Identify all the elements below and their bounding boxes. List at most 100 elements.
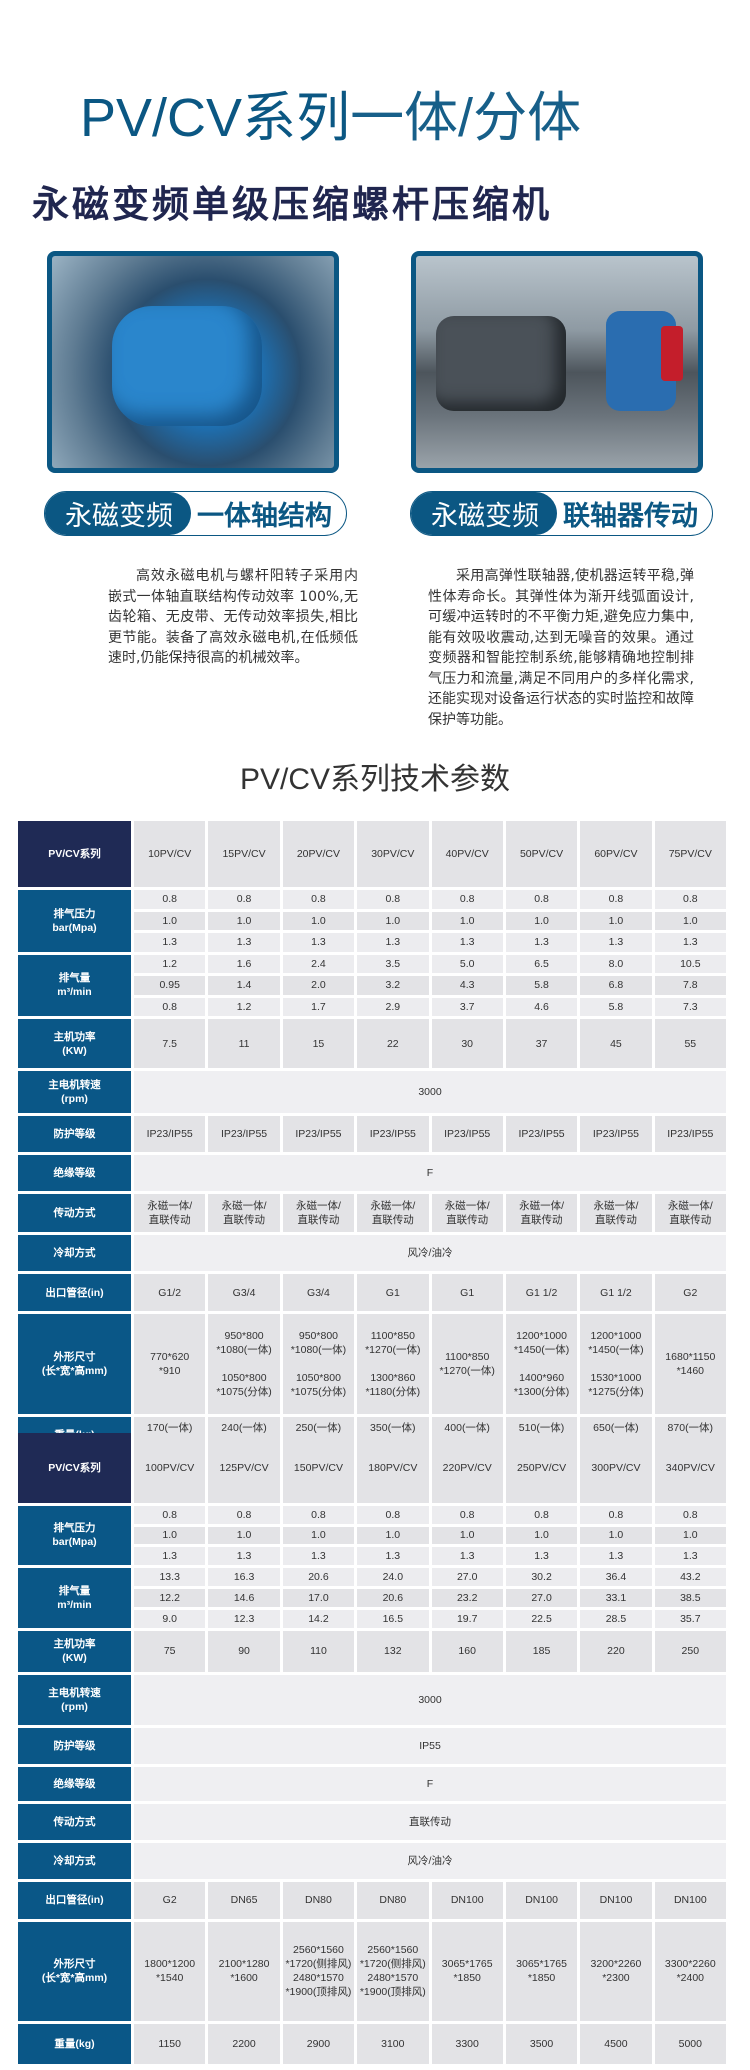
spec-cell: 3300*2260 *2400 — [654, 1921, 726, 2021]
spec-cell: 13.3 — [134, 1567, 206, 1586]
table-row: 重量(kg) 1150 2200 2900 3100 3300 3500 4500 5000 — [18, 2023, 726, 2064]
row-label: 出口管径(in) — [18, 1274, 131, 1311]
spec-cell: 1.0 — [654, 911, 726, 930]
spec-cell: 160 — [431, 1630, 503, 1672]
row-label: 排气压力 bar(Mpa) — [18, 1506, 131, 1565]
spec-cell: 1800*1200 *1540 — [134, 1921, 206, 2021]
spec-table-large-models: PV/CV系列 100PV/CV 125PV/CV 150PV/CV 180PV/CV 2… — [15, 1430, 729, 2067]
spec-cell: 0.8 — [505, 890, 578, 909]
spec-cell: 8.0 — [580, 954, 652, 973]
spec-cell: 2560*1560 *1720(侧排风) 2480*1570 *1900(顶排风… — [357, 1921, 429, 2021]
spec-cell: 0.8 — [208, 1506, 280, 1524]
table-row: 0.8 1.2 1.7 2.9 3.7 4.6 5.8 7.3 — [18, 997, 726, 1016]
spec-cell: 5.8 — [580, 997, 652, 1016]
spec-cell: 3100 — [357, 2023, 429, 2064]
spec-cell: 2900 — [282, 2023, 355, 2064]
spec-cell-merged: 风冷/油冷 — [134, 1842, 726, 1879]
spec-cell: 1.0 — [282, 911, 355, 930]
spec-cell: 永磁一体/ 直联传动 — [580, 1194, 652, 1232]
model-header: 30PV/CV — [357, 821, 429, 887]
spec-cell: 0.8 — [134, 997, 206, 1016]
spec-cell: 2.0 — [282, 976, 355, 995]
spec-cell: 3065*1765 *1850 — [505, 1921, 578, 2021]
spec-cell: 3.7 — [431, 997, 503, 1016]
spec-cell: 220 — [580, 1630, 652, 1672]
model-header: 75PV/CV — [654, 821, 726, 887]
spec-cell: 1.6 — [208, 954, 280, 973]
table-row: 1.3 1.3 1.3 1.3 1.3 1.3 1.3 1.3 — [18, 1547, 726, 1565]
spec-cell: 43.2 — [654, 1567, 726, 1586]
spec-cell: 3.2 — [357, 976, 429, 995]
spec-cell: 110 — [282, 1630, 355, 1672]
spec-cell: 33.1 — [580, 1588, 652, 1607]
spec-cell: DN65 — [208, 1881, 280, 1919]
spec-cell: 永磁一体/ 直联传动 — [134, 1194, 206, 1232]
spec-cell: 7.8 — [654, 976, 726, 995]
spec-cell: 6.8 — [580, 976, 652, 995]
feature-label-integrated-shaft: 永磁变频 一体轴结构 — [44, 491, 347, 536]
spec-cell: 永磁一体/ 直联传动 — [505, 1194, 578, 1232]
spec-cell: 1200*1000 *1450(一体) 1530*1000 *1275(分体) — [580, 1314, 652, 1414]
spec-cell: IP23/IP55 — [654, 1116, 726, 1152]
spec-cell: 1.0 — [580, 1526, 652, 1544]
model-header: 10PV/CV — [134, 821, 206, 887]
spec-cell: 1.3 — [134, 1547, 206, 1565]
spec-cell: 16.5 — [357, 1609, 429, 1628]
row-label: 外形尺寸 (长*宽*高mm) — [18, 1921, 131, 2021]
spec-cell-merged: 风冷/油冷 — [134, 1235, 726, 1271]
spec-cell: 0.8 — [357, 1506, 429, 1524]
spec-cell: 27.0 — [431, 1567, 503, 1586]
spec-cell: 0.8 — [580, 890, 652, 909]
spec-cell: 1.3 — [654, 933, 726, 952]
spec-cell: 24.0 — [357, 1567, 429, 1586]
spec-cell: 0.8 — [282, 890, 355, 909]
spec-cell: 38.5 — [654, 1588, 726, 1607]
row-label: 重量(kg) — [18, 2023, 131, 2064]
spec-cell: G2 — [134, 1881, 206, 1919]
row-label: 排气量 m³/min — [18, 1567, 131, 1628]
spec-cell-merged: 直联传动 — [134, 1803, 726, 1840]
spec-cell: 1150 — [134, 2023, 206, 2064]
model-header: 40PV/CV — [431, 821, 503, 887]
row-label: 冷却方式 — [18, 1235, 131, 1271]
row-label: 排气压力 bar(Mpa) — [18, 890, 131, 952]
model-header: 125PV/CV — [208, 1433, 280, 1503]
spec-cell: 45 — [580, 1019, 652, 1068]
spec-cell: 1.0 — [505, 911, 578, 930]
spec-cell: 35.7 — [654, 1609, 726, 1628]
spec-cell: 16.3 — [208, 1567, 280, 1586]
spec-cell: 0.95 — [134, 976, 206, 995]
row-label: 出口管径(in) — [18, 1881, 131, 1919]
spec-cell: 1.3 — [505, 933, 578, 952]
table-row: 外形尺寸 (长*宽*高mm) 770*620 *910 950*800 *1080(… — [18, 1314, 726, 1414]
spec-cell: 1.3 — [208, 1547, 280, 1565]
spec-cell: 1.0 — [357, 1526, 429, 1544]
table-row: 绝缘等级 F — [18, 1155, 726, 1191]
spec-cell: 1100*850 *1270(一体) — [431, 1314, 503, 1414]
row-label: 主机功率 (KW) — [18, 1630, 131, 1672]
spec-cell: IP23/IP55 — [505, 1116, 578, 1152]
spec-cell: IP23/IP55 — [431, 1116, 503, 1152]
spec-cell: 永磁一体/ 直联传动 — [357, 1194, 429, 1232]
model-header: 60PV/CV — [580, 821, 652, 887]
spec-cell: 950*800 *1080(一体) 1050*800 *1075(分体) — [208, 1314, 280, 1414]
spec-cell: 0.8 — [431, 1506, 503, 1524]
table-row: 主机功率 (KW) 7.5 11 15 22 30 37 45 55 — [18, 1019, 726, 1068]
table-row: 出口管径(in) G1/2 G3/4 G3/4 G1 G1 G1 1/2 G1 1/2 G2 — [18, 1274, 726, 1311]
spec-cell: 0.8 — [134, 890, 206, 909]
spec-cell: 5.8 — [505, 976, 578, 995]
header-row: PV/CV系列 10PV/CV 15PV/CV 20PV/CV 30PV/CV 40PV/… — [18, 821, 726, 887]
section-title: PV/CV系列技术参数 — [239, 763, 511, 796]
spec-cell: 11 — [208, 1019, 280, 1068]
table-row: 1.3 1.3 1.3 1.3 1.3 1.3 1.3 1.3 — [18, 933, 726, 952]
row-label: 传动方式 — [18, 1803, 131, 1840]
table-row: 1.0 1.0 1.0 1.0 1.0 1.0 1.0 1.0 — [18, 1526, 726, 1544]
spec-cell: 4500 — [580, 2023, 652, 2064]
spec-cell: 7.3 — [654, 997, 726, 1016]
spec-cell-merged: F — [134, 1766, 726, 1801]
spec-cell: DN100 — [580, 1881, 652, 1919]
spec-cell: 1.3 — [505, 1547, 578, 1565]
spec-cell: 770*620 *910 — [134, 1314, 206, 1414]
spec-cell: 30.2 — [505, 1567, 578, 1586]
spec-cell: 1.3 — [431, 1547, 503, 1565]
